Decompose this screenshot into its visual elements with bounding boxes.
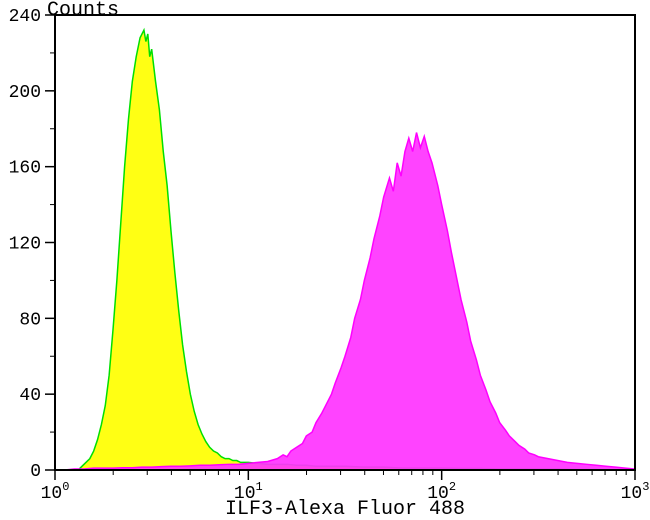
y-axis-title: Counts — [47, 0, 119, 22]
ytick-label: 120 — [9, 235, 41, 255]
ytick-label: 160 — [9, 159, 41, 179]
ytick-label: 40 — [19, 386, 41, 406]
flow-cytometry-histogram: 04080120160200240100101102103CountsILF3-… — [0, 0, 650, 520]
x-axis-title: ILF3-Alexa Fluor 488 — [225, 498, 465, 520]
chart-svg: 04080120160200240100101102103CountsILF3-… — [0, 0, 650, 520]
ytick-label: 80 — [19, 310, 41, 330]
ytick-label: 0 — [30, 462, 41, 482]
ytick-label: 200 — [9, 83, 41, 103]
ytick-label: 240 — [9, 7, 41, 27]
